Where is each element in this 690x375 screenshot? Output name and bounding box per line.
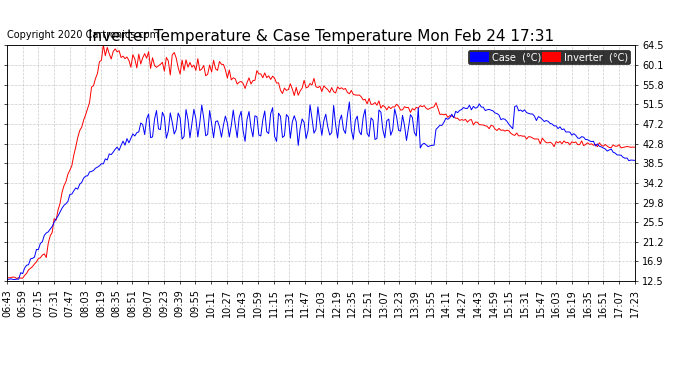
Legend: Case  (°C), Inverter  (°C): Case (°C), Inverter (°C): [468, 50, 630, 64]
Text: Copyright 2020 Cartronics.com: Copyright 2020 Cartronics.com: [7, 30, 159, 40]
Title: Inverter Temperature & Case Temperature Mon Feb 24 17:31: Inverter Temperature & Case Temperature …: [88, 29, 554, 44]
